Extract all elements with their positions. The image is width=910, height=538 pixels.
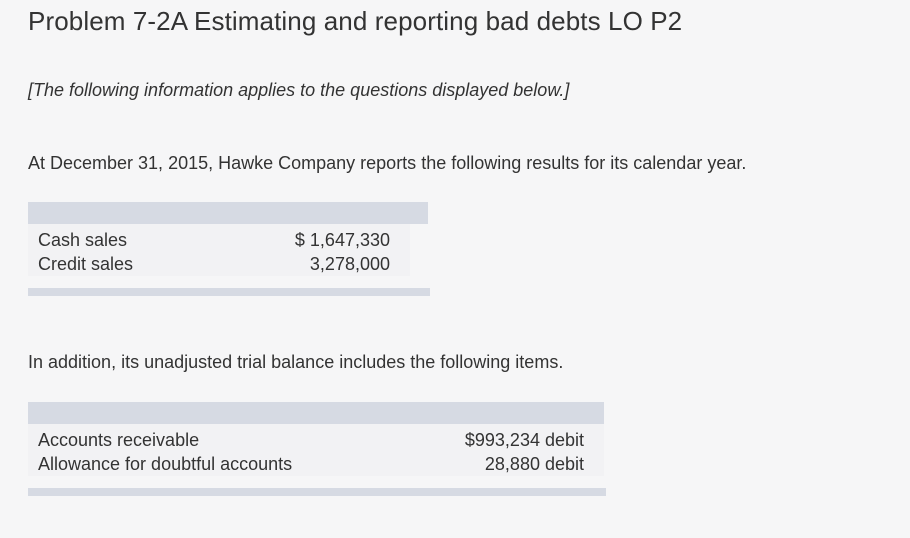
- table-body: Accounts receivable $993,234 debit Allow…: [28, 424, 604, 476]
- trial-balance-table: Accounts receivable $993,234 debit Allow…: [28, 402, 606, 496]
- table-row-cash-sales: Cash sales $ 1,647,330: [28, 228, 410, 252]
- row-label: Credit sales: [38, 254, 134, 274]
- trial-balance-intro: In addition, its unadjusted trial balanc…: [28, 352, 564, 372]
- row-amount: $ 1,647,330: [294, 230, 390, 250]
- row-label: Accounts receivable: [38, 430, 200, 450]
- sales-table: Cash sales $ 1,647,330 Credit sales 3,27…: [28, 202, 430, 296]
- row-amount: 28,880 debit: [484, 454, 584, 474]
- results-intro: At December 31, 2015, Hawke Company repo…: [28, 153, 747, 173]
- table-row-credit-sales: Credit sales 3,278,000: [28, 252, 410, 276]
- row-amount: $993,234 debit: [464, 430, 584, 450]
- table-row-allowance: Allowance for doubtful accounts 28,880 d…: [28, 452, 604, 476]
- table-header-bar: [28, 402, 604, 424]
- row-amount: 3,278,000: [309, 254, 390, 274]
- table-body: Cash sales $ 1,647,330 Credit sales 3,27…: [28, 224, 410, 276]
- table-header-bar: [28, 202, 428, 224]
- row-label: Cash sales: [38, 230, 128, 250]
- table-footer-bar: [28, 488, 606, 496]
- info-note: [The following information applies to th…: [28, 80, 570, 100]
- row-label: Allowance for doubtful accounts: [38, 454, 293, 474]
- problem-title: Problem 7-2A Estimating and reporting ba…: [28, 6, 683, 36]
- table-row-accounts-receivable: Accounts receivable $993,234 debit: [28, 428, 604, 452]
- table-footer-bar: [28, 288, 430, 296]
